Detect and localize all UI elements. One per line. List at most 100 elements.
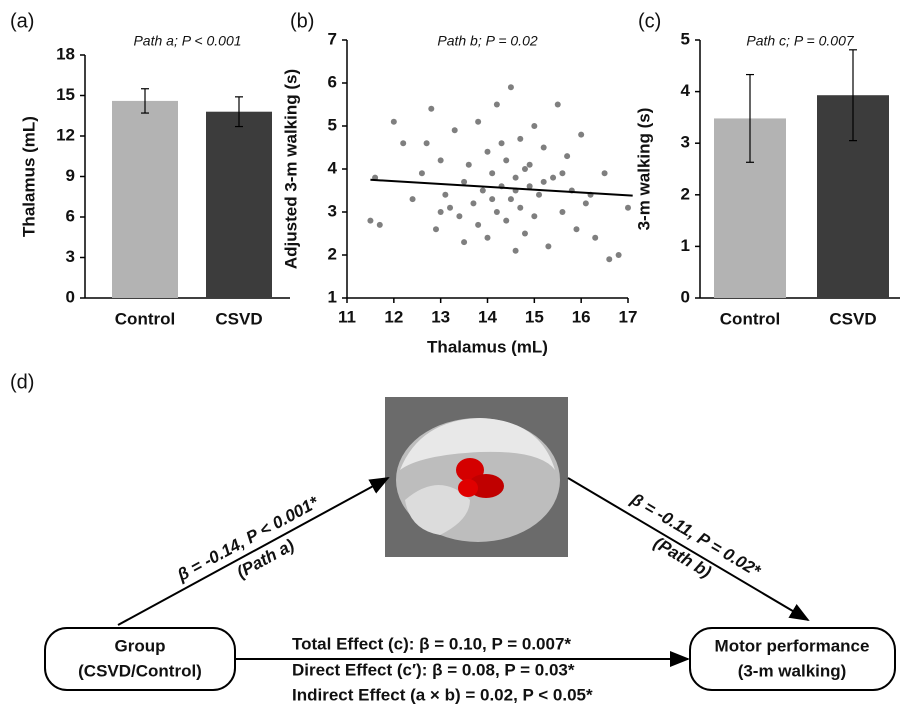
effect-text: Total Effect (c): β = 0.10, P = 0.007* <box>292 634 571 653</box>
y-tick-label: 0 <box>66 287 75 306</box>
point <box>559 209 565 215</box>
point <box>428 106 434 112</box>
point <box>485 149 491 155</box>
x-axis-title: Thalamus (mL) <box>427 337 548 356</box>
point <box>499 140 505 146</box>
effect-text: Direct Effect (c′): β = 0.08, P = 0.03* <box>292 660 575 679</box>
y-tick-label: 9 <box>66 166 75 185</box>
panel-label: (d) <box>10 371 34 393</box>
point <box>503 157 509 163</box>
y-tick-label: 6 <box>328 72 337 91</box>
point <box>419 170 425 176</box>
x-tick-label: 13 <box>431 307 450 326</box>
point <box>602 170 608 176</box>
point <box>531 123 537 129</box>
y-tick-label: 4 <box>681 81 691 100</box>
y-tick-label: 2 <box>681 184 690 203</box>
point <box>391 119 397 125</box>
x-tick-label: 14 <box>478 307 497 326</box>
point <box>555 102 561 108</box>
point <box>573 226 579 232</box>
point <box>461 179 467 185</box>
node-label: Motor performance <box>715 636 870 655</box>
point <box>470 200 476 206</box>
point <box>466 162 472 168</box>
point <box>424 140 430 146</box>
y-tick-label: 15 <box>56 85 75 104</box>
y-tick-label: 3 <box>66 247 75 266</box>
arrow <box>118 478 388 625</box>
point <box>456 213 462 219</box>
point <box>625 205 631 211</box>
point <box>400 140 406 146</box>
point <box>513 248 519 254</box>
point <box>489 196 495 202</box>
point <box>527 162 533 168</box>
point <box>536 192 542 198</box>
y-axis-title: 3-m walking (s) <box>634 108 653 231</box>
effect-text: Indirect Effect (a × b) = 0.02, P < 0.05… <box>292 685 593 704</box>
point <box>545 243 551 249</box>
point <box>480 188 486 194</box>
point <box>583 200 589 206</box>
y-tick-label: 1 <box>681 236 690 255</box>
node-label: (3-m walking) <box>738 661 847 680</box>
y-tick-label: 2 <box>328 244 337 263</box>
y-tick-label: 0 <box>681 287 690 306</box>
x-tick-label: Control <box>720 309 780 328</box>
point <box>489 170 495 176</box>
x-tick-label: Control <box>115 309 175 328</box>
figure: (d) Group (CSVD/Control) Motor performan… <box>0 0 904 710</box>
point <box>531 213 537 219</box>
point <box>541 179 547 185</box>
brain-image <box>385 397 568 557</box>
y-tick-label: 3 <box>681 133 690 152</box>
x-tick-label: CSVD <box>829 309 876 328</box>
y-tick-label: 18 <box>56 44 75 63</box>
point <box>606 256 612 262</box>
point <box>508 84 514 90</box>
bar <box>206 112 272 298</box>
panel-label: (c) <box>638 10 661 32</box>
point <box>494 209 500 215</box>
y-axis-title: Thalamus (mL) <box>19 116 38 237</box>
point <box>513 175 519 181</box>
x-tick-label: CSVD <box>215 309 262 328</box>
y-tick-label: 4 <box>328 158 338 177</box>
point <box>517 136 523 142</box>
point <box>578 132 584 138</box>
point <box>522 231 528 237</box>
point <box>475 222 481 228</box>
point <box>367 218 373 224</box>
point <box>522 166 528 172</box>
point <box>461 239 467 245</box>
point <box>616 252 622 258</box>
point <box>592 235 598 241</box>
y-axis-title: Adjusted 3-m walking (s) <box>281 69 300 269</box>
point <box>564 153 570 159</box>
bar <box>112 101 178 298</box>
point <box>508 196 514 202</box>
point <box>517 205 523 211</box>
point <box>485 235 491 241</box>
point <box>438 157 444 163</box>
trend-line <box>370 180 632 196</box>
node-label: (CSVD/Control) <box>78 661 202 680</box>
chart-title: Path c; P = 0.007 <box>746 33 854 49</box>
point <box>475 119 481 125</box>
panel-label: (a) <box>10 10 34 32</box>
node-label: Group <box>115 636 166 655</box>
y-tick-label: 7 <box>328 29 337 48</box>
chart-title: Path a; P < 0.001 <box>133 33 241 49</box>
y-tick-label: 1 <box>328 287 337 306</box>
panel-label: (b) <box>290 10 314 32</box>
x-tick-label: 16 <box>572 307 591 326</box>
point <box>442 192 448 198</box>
diagram: (d) Group (CSVD/Control) Motor performan… <box>10 371 895 704</box>
y-tick-label: 5 <box>681 29 690 48</box>
y-tick-label: 6 <box>66 206 75 225</box>
point <box>503 218 509 224</box>
x-tick-label: 17 <box>619 307 638 326</box>
point <box>438 209 444 215</box>
point <box>377 222 383 228</box>
